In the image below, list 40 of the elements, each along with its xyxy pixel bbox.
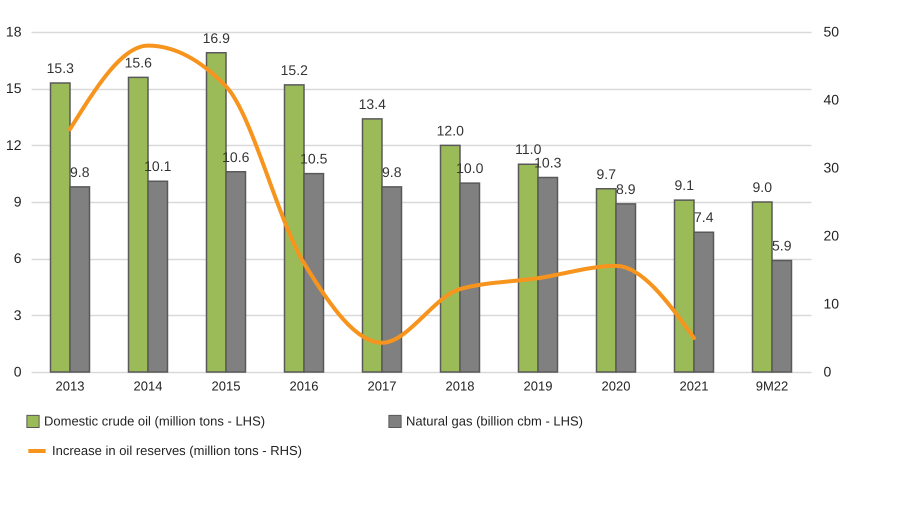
data-label: 8.9 [616, 180, 636, 197]
y2-tick-label: 30 [824, 160, 840, 176]
y2-tick-label: 10 [824, 296, 840, 312]
x-tick-label: 2013 [56, 378, 84, 394]
data-label: 9.8 [70, 164, 90, 180]
data-label: 12.0 [436, 122, 464, 138]
data-label: 15.3 [46, 60, 74, 76]
data-label: 16.9 [202, 30, 230, 46]
y2-tick-label: 20 [824, 228, 840, 244]
data-label: 9.1 [674, 177, 694, 194]
data-label: 7.4 [694, 209, 714, 226]
x-tick-label: 9M22 [756, 378, 788, 394]
legend-label: Increase in oil reserves (million tons - RHS) [52, 443, 302, 458]
legend-label: Natural gas (billion cbm - LHS) [406, 413, 584, 428]
y-tick-label: 3 [14, 306, 22, 323]
data-label: 9.7 [596, 166, 616, 182]
x-tick-label: 2014 [134, 378, 162, 394]
y2-tick-label: 40 [824, 92, 840, 108]
x-tick-label: 2015 [212, 378, 240, 394]
x-tick-label: 2018 [446, 378, 474, 394]
data-label: 9.0 [752, 179, 772, 195]
y-tick-label: 9 [14, 194, 22, 210]
y2-tick-label: 50 [824, 24, 840, 40]
legend-label: Domestic crude oil (million tons - LHS) [44, 413, 266, 428]
x-tick-label: 2019 [524, 378, 552, 394]
data-label: 15.2 [280, 62, 308, 78]
data-label: 13.4 [358, 96, 386, 112]
y2-tick-label: 0 [824, 364, 832, 380]
y-tick-label: 12 [6, 136, 22, 153]
y-tick-label: 0 [14, 364, 22, 380]
x-tick-label: 2016 [290, 378, 318, 394]
x-tick-label: 2017 [368, 378, 396, 394]
data-label: 9.8 [382, 164, 402, 180]
data-label: 15.6 [124, 54, 152, 70]
x-tick-label: 2020 [602, 378, 630, 394]
data-label: 5.9 [772, 238, 792, 254]
y-tick-label: 6 [14, 250, 22, 266]
y-tick-label: 18 [6, 24, 22, 40]
y-tick-label: 15 [6, 80, 22, 96]
x-tick-label: 2021 [680, 378, 708, 394]
